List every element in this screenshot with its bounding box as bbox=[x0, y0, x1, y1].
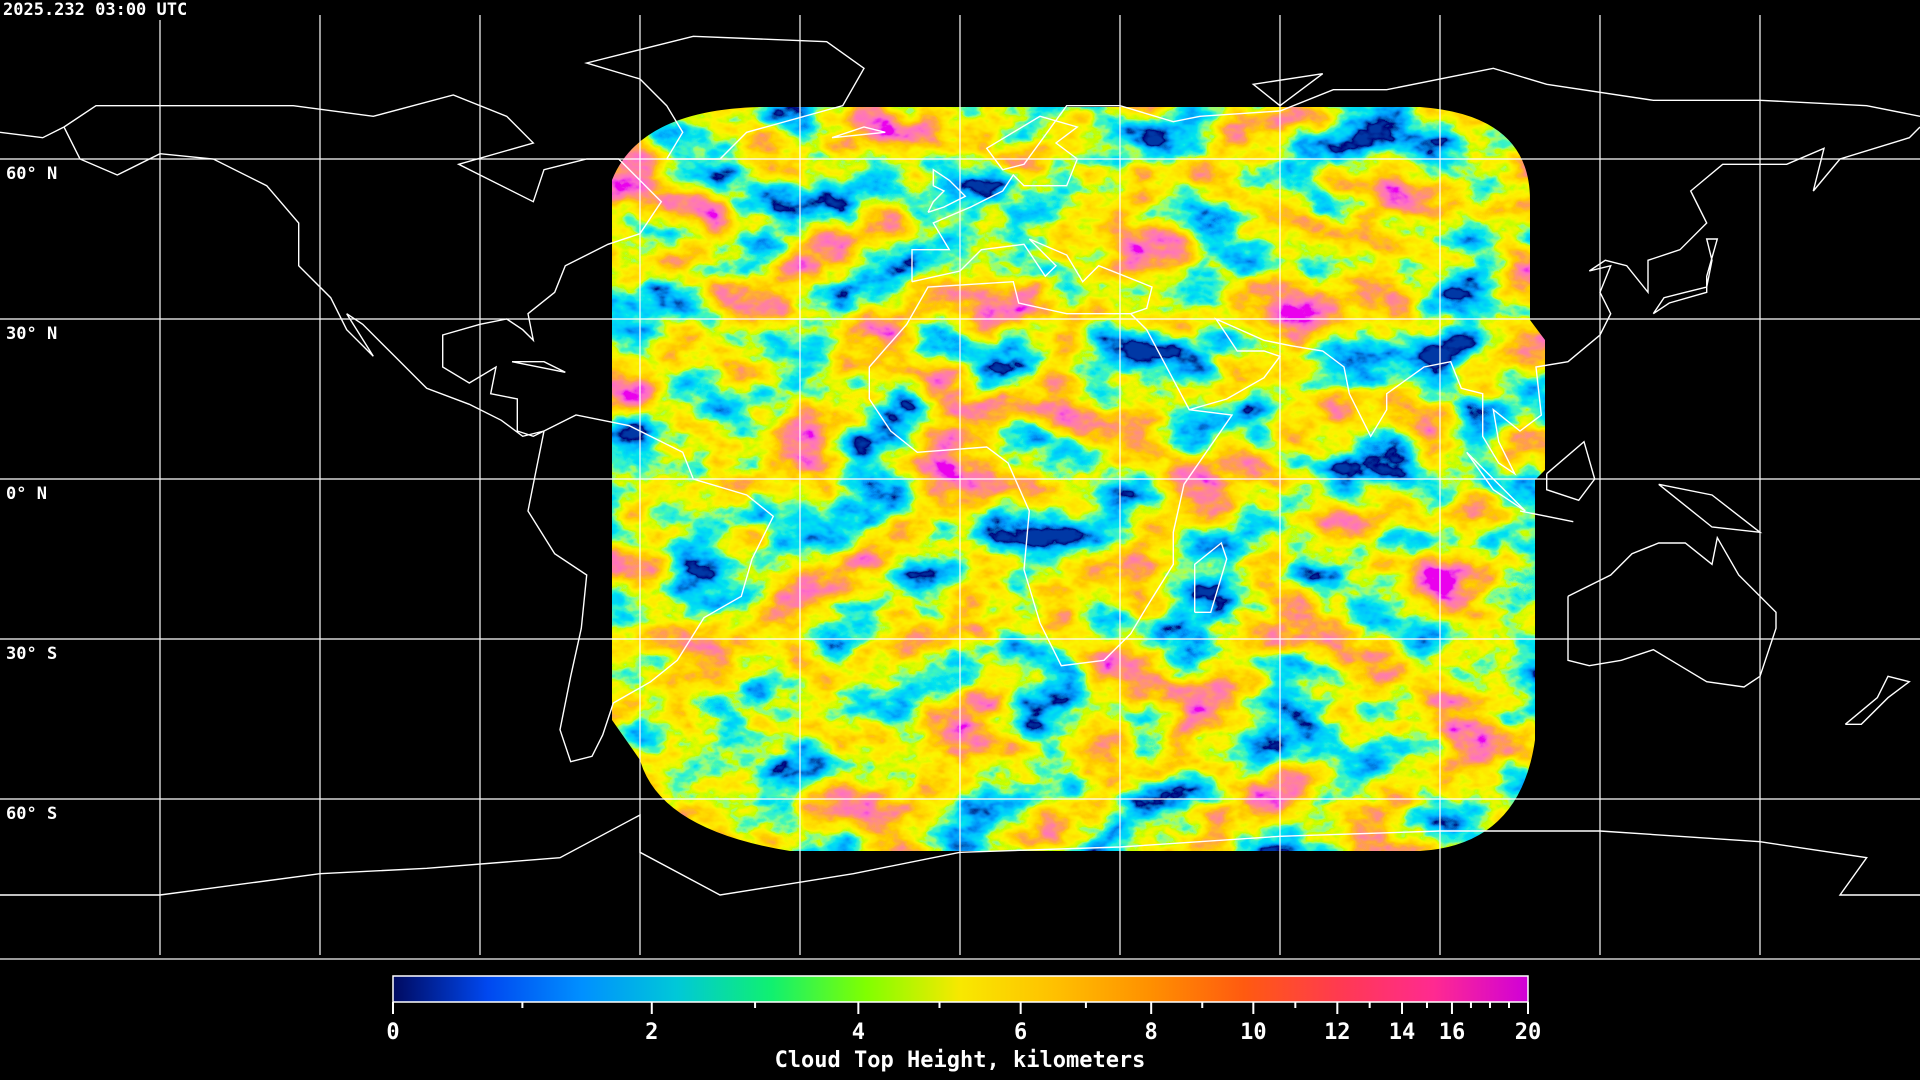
coastline bbox=[1251, 73, 1324, 107]
colorbar-tick-label: 6 bbox=[1014, 1020, 1027, 1045]
colorbar-tick-label: 2 bbox=[645, 1020, 658, 1045]
colorbar-gradient bbox=[392, 975, 1529, 1003]
graticule bbox=[0, 15, 1920, 955]
coastline bbox=[0, 126, 65, 139]
coastline bbox=[584, 35, 865, 160]
coastline bbox=[927, 168, 967, 213]
map-colorbar-divider bbox=[0, 958, 1920, 960]
coastline bbox=[911, 238, 1153, 315]
latitude-label: 30° N bbox=[6, 324, 58, 344]
colorbar: 0 2 4 6 8 10 12 14 16 20 bbox=[386, 975, 1542, 1045]
latitude-label: 30° S bbox=[6, 644, 58, 664]
colorbar-tick-label: 0 bbox=[386, 1020, 399, 1045]
cloud-top-height-imagery bbox=[612, 107, 1545, 851]
coastline bbox=[527, 414, 775, 763]
coastline bbox=[1189, 126, 1920, 476]
latitude-label: 0° N bbox=[6, 484, 47, 504]
coastline bbox=[868, 280, 1234, 667]
world-map bbox=[0, 15, 1920, 955]
latitude-label: 60° S bbox=[6, 804, 58, 824]
colorbar-title: Cloud Top Height, kilometers bbox=[774, 1048, 1146, 1073]
coastline bbox=[511, 361, 566, 373]
colorbar-tick-label: 20 bbox=[1515, 1020, 1542, 1045]
coastline bbox=[1519, 510, 1574, 523]
coastline bbox=[1658, 483, 1763, 534]
colorbar-tick-label: 14 bbox=[1389, 1020, 1416, 1045]
colorbar-tick-label: 16 bbox=[1439, 1020, 1466, 1045]
coastline bbox=[1844, 675, 1911, 725]
colorbar-tick-label: 12 bbox=[1324, 1020, 1351, 1045]
coastline bbox=[1545, 440, 1596, 502]
colorbar-tick-label: 4 bbox=[852, 1020, 865, 1045]
coastline bbox=[1466, 451, 1526, 512]
coastlines bbox=[0, 35, 1920, 896]
latitude-label: 60° N bbox=[6, 164, 58, 184]
coastline bbox=[1567, 535, 1777, 688]
colorbar-tick-label: 10 bbox=[1240, 1020, 1267, 1045]
coastline bbox=[831, 126, 886, 139]
colorbar-tick-label: 8 bbox=[1145, 1020, 1158, 1045]
coastline bbox=[1652, 238, 1719, 315]
coastline bbox=[0, 813, 1920, 896]
coastline bbox=[1193, 541, 1228, 613]
coastline bbox=[911, 67, 1920, 282]
timestamp: 2025.232 03:00 UTC bbox=[3, 0, 192, 20]
coastline bbox=[63, 94, 663, 438]
